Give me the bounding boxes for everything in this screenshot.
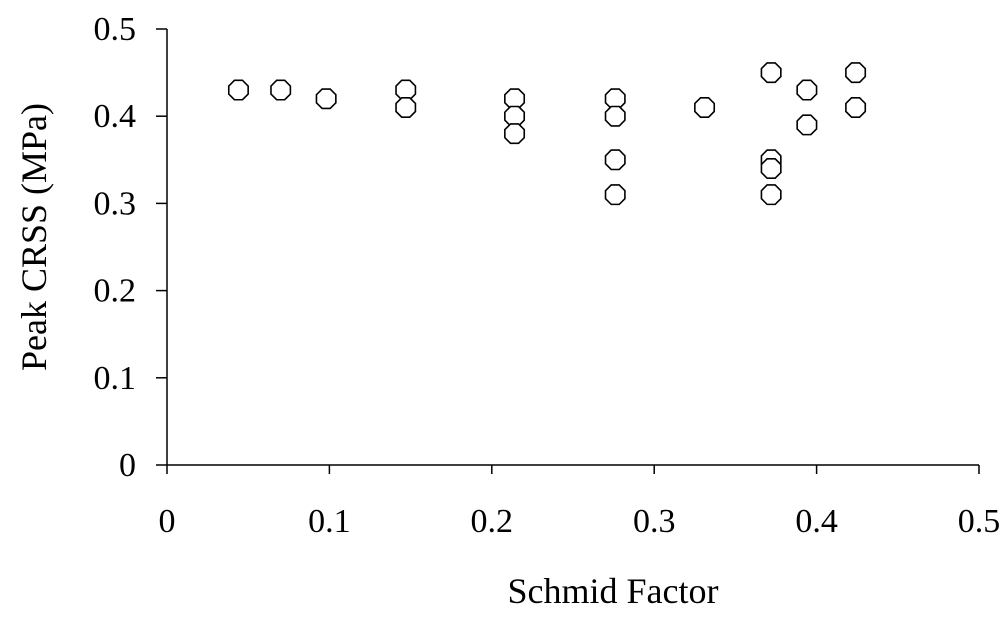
data-point: [504, 88, 526, 110]
x-axis-title: Schmid Factor: [508, 571, 719, 611]
y-axis-title: Peak CRSS (MPa): [14, 103, 54, 371]
data-point: [694, 96, 716, 118]
data-point: [604, 105, 626, 127]
axes: 0 0.1 0.2 0.3 0.4 0.5 0 0.1 0.2 0.3 0.4 0.5: [94, 11, 1001, 540]
x-tick-label: 0.1: [308, 503, 351, 540]
y-tick-label: 0.4: [94, 98, 137, 135]
data-point: [845, 62, 867, 84]
x-tick-label: 0.5: [958, 503, 1001, 540]
data-point: [845, 96, 867, 118]
data-point: [796, 79, 818, 101]
data-point: [604, 149, 626, 171]
y-tick-label: 0: [119, 447, 136, 484]
x-ticks: 0 0.1 0.2 0.3 0.4 0.5: [159, 465, 1001, 540]
y-tick-label: 0.3: [94, 185, 137, 222]
data-point: [604, 88, 626, 110]
data-point: [227, 79, 249, 101]
x-tick-label: 0.3: [633, 503, 676, 540]
data-point: [504, 105, 526, 127]
data-point: [760, 184, 782, 206]
data-point: [270, 79, 292, 101]
y-ticks: 0 0.1 0.2 0.3 0.4 0.5: [94, 11, 167, 484]
y-tick-label: 0.5: [94, 11, 137, 48]
data-point: [395, 79, 417, 101]
x-tick-label: 0.4: [795, 503, 838, 540]
data-point: [760, 158, 782, 180]
y-tick-label: 0.1: [94, 360, 137, 397]
data-point: [504, 123, 526, 145]
x-tick-label: 0.2: [471, 503, 514, 540]
y-tick-label: 0.2: [94, 273, 137, 310]
x-tick-label: 0: [159, 503, 176, 540]
data-point: [604, 184, 626, 206]
data-point: [395, 96, 417, 118]
data-points: [227, 62, 867, 206]
data-point: [315, 88, 337, 110]
data-point: [796, 114, 818, 136]
data-point: [760, 62, 782, 84]
